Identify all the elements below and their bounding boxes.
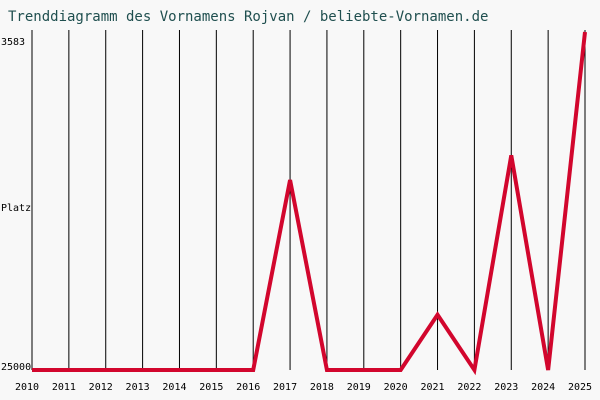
x-tick-label: 2015 [199,382,223,393]
x-tick-label: 2018 [310,382,334,393]
x-tick-label: 2021 [420,382,444,393]
x-tick-label: 2013 [126,382,150,393]
x-tick-label: 2012 [89,382,113,393]
x-tick-label: 2011 [52,382,76,393]
y-tick-label: 3583 [1,37,25,48]
x-tick-label: 2025 [568,382,592,393]
x-tick-label: 2024 [531,382,555,393]
x-tick-label: 2019 [347,382,371,393]
y-tick-label: 25000 [1,362,31,373]
data-line [32,31,587,376]
x-tick-label: 2014 [162,382,186,393]
chart-title: Trenddiagramm des Vornamens Rojvan / bel… [8,9,488,25]
x-tick-label: 2020 [384,382,408,393]
x-tick-label: 2017 [273,382,297,393]
y-axis-label: Platz [1,203,31,214]
x-tick-label: 2016 [236,382,260,393]
x-tick-label: 2023 [494,382,518,393]
x-tick-label: 2010 [15,382,39,393]
x-tick-label: 2022 [457,382,481,393]
